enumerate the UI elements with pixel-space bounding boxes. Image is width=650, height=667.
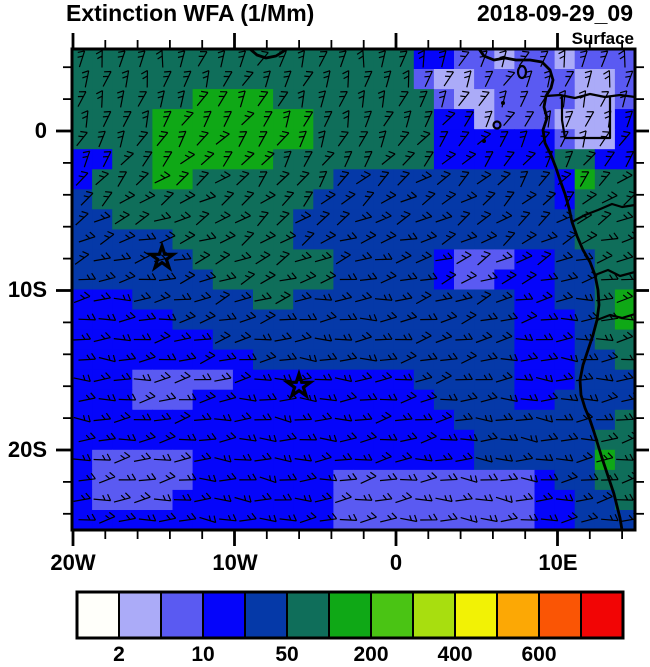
colorbar-cell-11 [538,591,582,639]
colorbar-label-2: 2 [113,643,125,666]
colorbar-outline [75,590,625,640]
station-star-marker-0 [145,240,179,272]
level-label: Surface [571,29,634,48]
colorbar-cell-8 [412,591,456,639]
island-outline-0 [516,64,528,80]
colorbar-cell-3 [202,591,246,639]
colorbar-cell-10 [496,591,540,639]
island-outline-1 [492,120,502,130]
island-dot-1 [482,139,486,143]
country-border-4 [596,312,635,322]
colorbar-cell-0 [76,591,120,639]
colorbar-label-50: 50 [275,643,299,666]
colorbar-cell-7 [370,591,414,639]
y-axis-label-0: 0 [34,118,47,143]
colorbar-cell-4 [244,591,288,639]
x-axis-label-10w: 10W [212,550,258,575]
colorbar-label-400: 400 [437,643,473,666]
country-border-3 [594,268,635,278]
y-axis-label-10s: 10S [7,277,47,302]
wind-barbs [73,49,635,524]
colorbar-cell-1 [118,591,162,639]
country-border-0 [545,92,635,100]
y-axis-label-20s: 20S [7,437,47,462]
colorbar-cell-12 [580,591,624,639]
map-field-layer [72,49,635,530]
coastline-arc [249,49,288,60]
station-star-marker-1 [282,368,316,400]
island-dot-0 [501,101,505,105]
x-axis-label-0: 0 [389,550,403,575]
colorbar-cell-6 [328,591,372,639]
colorbar-cell-2 [160,591,204,639]
colorbar-label-600: 600 [521,643,557,666]
country-border-1 [560,96,612,140]
colorbar-label-10: 10 [191,643,215,666]
country-border-2 [571,202,635,223]
colorbar-cell-5 [286,591,330,639]
coastline [477,49,624,530]
colorbar-cell-9 [454,591,498,639]
x-axis-label-20w: 20W [50,550,96,575]
colorbar [75,590,625,640]
colorbar-label-200: 200 [353,643,389,666]
plot-title: Extinction WFA (1/Mm) [66,0,315,26]
x-axis-label-10e: 10E [538,550,578,575]
timestamp-label: 2018-09-29_09 [476,0,633,26]
